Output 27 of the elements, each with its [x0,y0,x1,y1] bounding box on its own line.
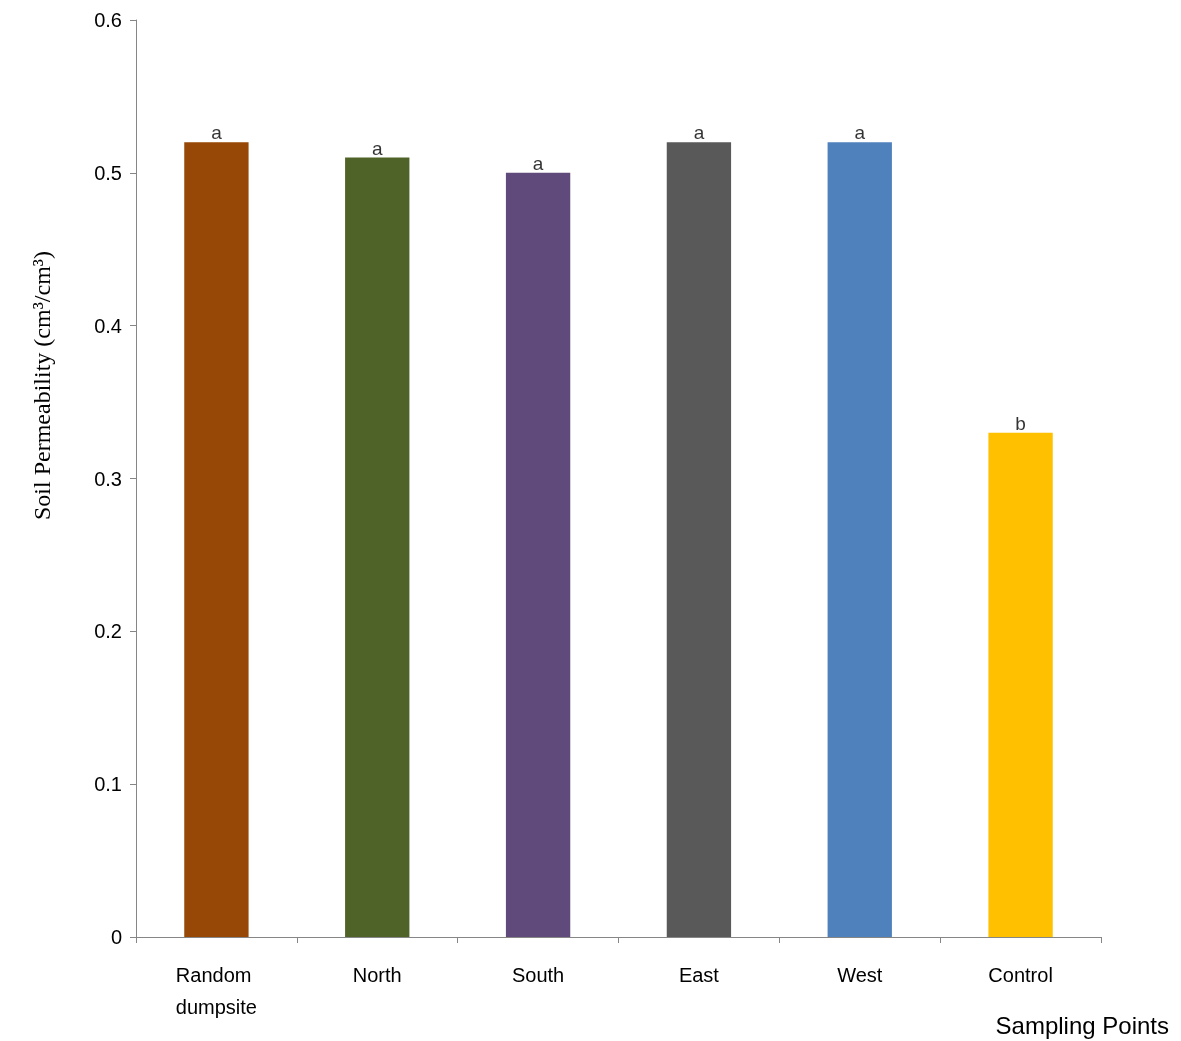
bar [666,142,732,937]
y-tick-label: 0.2 [94,620,122,643]
x-tick-label: South [511,964,565,986]
x-tick-label: Control [988,964,1053,986]
annotation: a [854,122,866,144]
bar [827,142,892,937]
bar [345,157,410,937]
y-tick-label: 0.6 [94,9,122,31]
y-tick-label: 0.1 [94,773,122,796]
annotation: a [532,152,544,174]
x-tick-label: East [678,964,720,986]
y-tick-label: 0.3 [94,467,122,490]
y-tick-label: 0.5 [94,161,122,184]
x-tick-label: Random dumpsite [175,964,257,1018]
bar [505,172,571,937]
bar [988,432,1053,937]
annotation: a [693,122,705,144]
x-tick-label: North [352,964,402,986]
y-tick-label: 0.4 [94,314,122,337]
annotation: a [371,137,383,159]
x-axis-title: Sampling Points [995,1011,1170,1039]
bar [184,142,249,937]
y-axis-title: Soil Permeability (cm³/cm³) [29,250,55,520]
y-tick-label: 0 [110,926,122,948]
x-tick-label: West [837,964,883,986]
annotation: b [1015,412,1026,434]
annotation: a [211,122,223,144]
